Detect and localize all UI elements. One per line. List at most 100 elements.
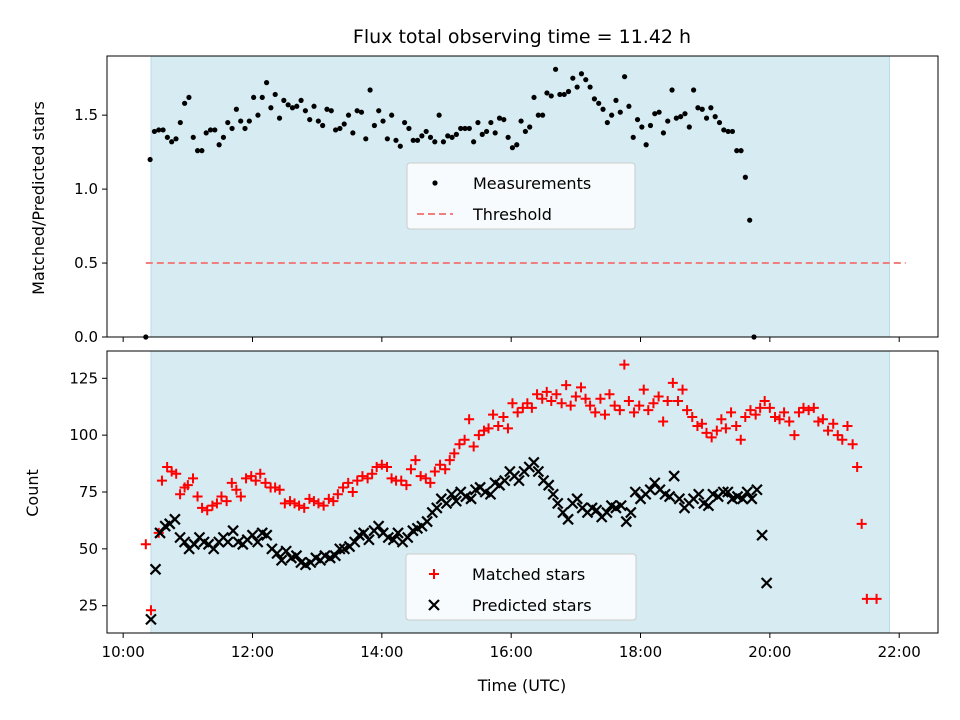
top-series0-point xyxy=(367,87,373,93)
bottom-series0-point xyxy=(473,430,484,441)
top-series0-point xyxy=(263,80,270,86)
bottom-series0-point xyxy=(483,423,494,434)
bottom-series0-point xyxy=(464,414,475,425)
top-series0-point xyxy=(548,93,554,99)
top-series0-point xyxy=(307,116,313,123)
bottom-series1-point xyxy=(717,486,730,498)
bottom-series0-point xyxy=(526,402,537,413)
bottom-series0-point xyxy=(376,459,387,470)
bottom-series0-point xyxy=(362,473,373,484)
bottom-series0-point xyxy=(755,402,766,413)
bottom-series0-point xyxy=(328,496,339,507)
bottom-series0-point xyxy=(580,393,591,404)
bottom-series0-point xyxy=(459,434,470,445)
bottom-series0-point xyxy=(216,491,227,502)
bottom-series1-point xyxy=(542,479,555,491)
top-series0-point xyxy=(246,118,252,124)
bottom-x-tick-label: 22:00 xyxy=(878,643,921,661)
bottom-series0-point xyxy=(299,502,310,513)
top-series0-point xyxy=(660,130,667,136)
bottom-series0-point xyxy=(696,418,707,429)
bottom-series1-point xyxy=(551,497,564,510)
top-series0-point xyxy=(725,128,731,135)
top-series0-point xyxy=(272,91,278,98)
top-series0-point xyxy=(402,119,408,126)
bottom-series1-point xyxy=(751,483,763,496)
bottom-series1-point xyxy=(363,533,375,546)
bottom-series0-point xyxy=(279,498,290,509)
bottom-legend-box xyxy=(405,553,637,621)
bottom-series0-point xyxy=(401,480,412,491)
top-series0-point xyxy=(332,127,339,133)
top-series0-point xyxy=(268,105,274,111)
top-panel: 0.0 0.5 1.0 1.5 Measurements Threshold xyxy=(74,55,939,346)
bottom-series0-point xyxy=(789,430,800,441)
top-series0-point xyxy=(190,134,196,140)
bottom-series0-point xyxy=(405,464,416,475)
top-series0-point xyxy=(315,118,321,124)
bottom-series0-point xyxy=(856,518,867,529)
top-y-tick-label: 0.5 xyxy=(74,254,98,272)
top-series0-point xyxy=(320,122,326,129)
bottom-legend-entry: Predicted stars xyxy=(472,596,592,615)
bottom-series0-point xyxy=(156,475,167,486)
top-series0-point xyxy=(229,125,235,132)
bottom-series0-point xyxy=(226,477,237,488)
bottom-series0-point xyxy=(784,416,795,427)
top-series0-point xyxy=(328,108,334,114)
bottom-series0-point xyxy=(435,459,446,470)
top-series0-point xyxy=(471,139,477,145)
top-series0-point xyxy=(561,91,567,98)
top-series0-point xyxy=(238,118,244,124)
top-series0-point xyxy=(363,136,369,142)
bottom-series0-point xyxy=(188,473,199,484)
top-series0-point xyxy=(505,134,511,140)
bottom-series0-point xyxy=(731,421,742,432)
top-series0-point xyxy=(173,136,179,142)
bottom-series0-point xyxy=(692,421,703,432)
bottom-y-axis-label: Count xyxy=(23,469,42,517)
bottom-series1-point xyxy=(178,536,191,548)
bottom-series0-point xyxy=(832,430,843,441)
bottom-series1-point xyxy=(601,506,613,519)
bottom-series0-point xyxy=(250,475,261,486)
bottom-series0-point xyxy=(720,423,731,434)
bottom-series0-point xyxy=(386,473,397,484)
bottom-series0-point xyxy=(852,461,863,472)
bottom-series0-point xyxy=(595,393,606,404)
top-series0-point xyxy=(466,125,472,132)
top-series0-point xyxy=(449,134,455,140)
bottom-series0-point xyxy=(270,482,281,493)
bottom-series0-point xyxy=(793,407,804,418)
bottom-series0-point xyxy=(871,593,882,604)
bottom-series0-point xyxy=(440,464,451,475)
bottom-series1-point xyxy=(513,474,525,487)
bottom-series1-point xyxy=(188,538,201,551)
bottom-series1-point xyxy=(620,515,633,528)
bottom-series1-point xyxy=(528,456,540,469)
bottom-series1-point xyxy=(222,536,234,548)
bottom-series1-point xyxy=(431,502,443,514)
top-series0-point xyxy=(432,139,438,145)
bottom-series0-point xyxy=(145,605,156,616)
top-series0-point xyxy=(186,94,192,101)
top-series0-point xyxy=(742,174,748,180)
top-series0-point xyxy=(665,118,671,124)
top-series0-point xyxy=(199,148,205,154)
top-series0-point xyxy=(552,66,559,72)
bottom-series0-point xyxy=(192,491,203,502)
bottom-series0-point xyxy=(235,491,246,502)
top-series0-point xyxy=(596,100,602,106)
bottom-series0-point xyxy=(556,398,567,409)
bottom-series0-point xyxy=(687,411,698,422)
bottom-series0-point xyxy=(599,409,610,420)
bottom-series0-point xyxy=(396,475,407,486)
bottom-series1-point xyxy=(741,486,754,498)
bottom-series1-point xyxy=(401,531,414,544)
top-series0-point xyxy=(643,142,649,148)
bottom-series0-point xyxy=(551,389,562,400)
top-series0-point xyxy=(587,84,593,90)
top-series0-point xyxy=(703,115,710,121)
top-series0-point xyxy=(281,97,287,103)
